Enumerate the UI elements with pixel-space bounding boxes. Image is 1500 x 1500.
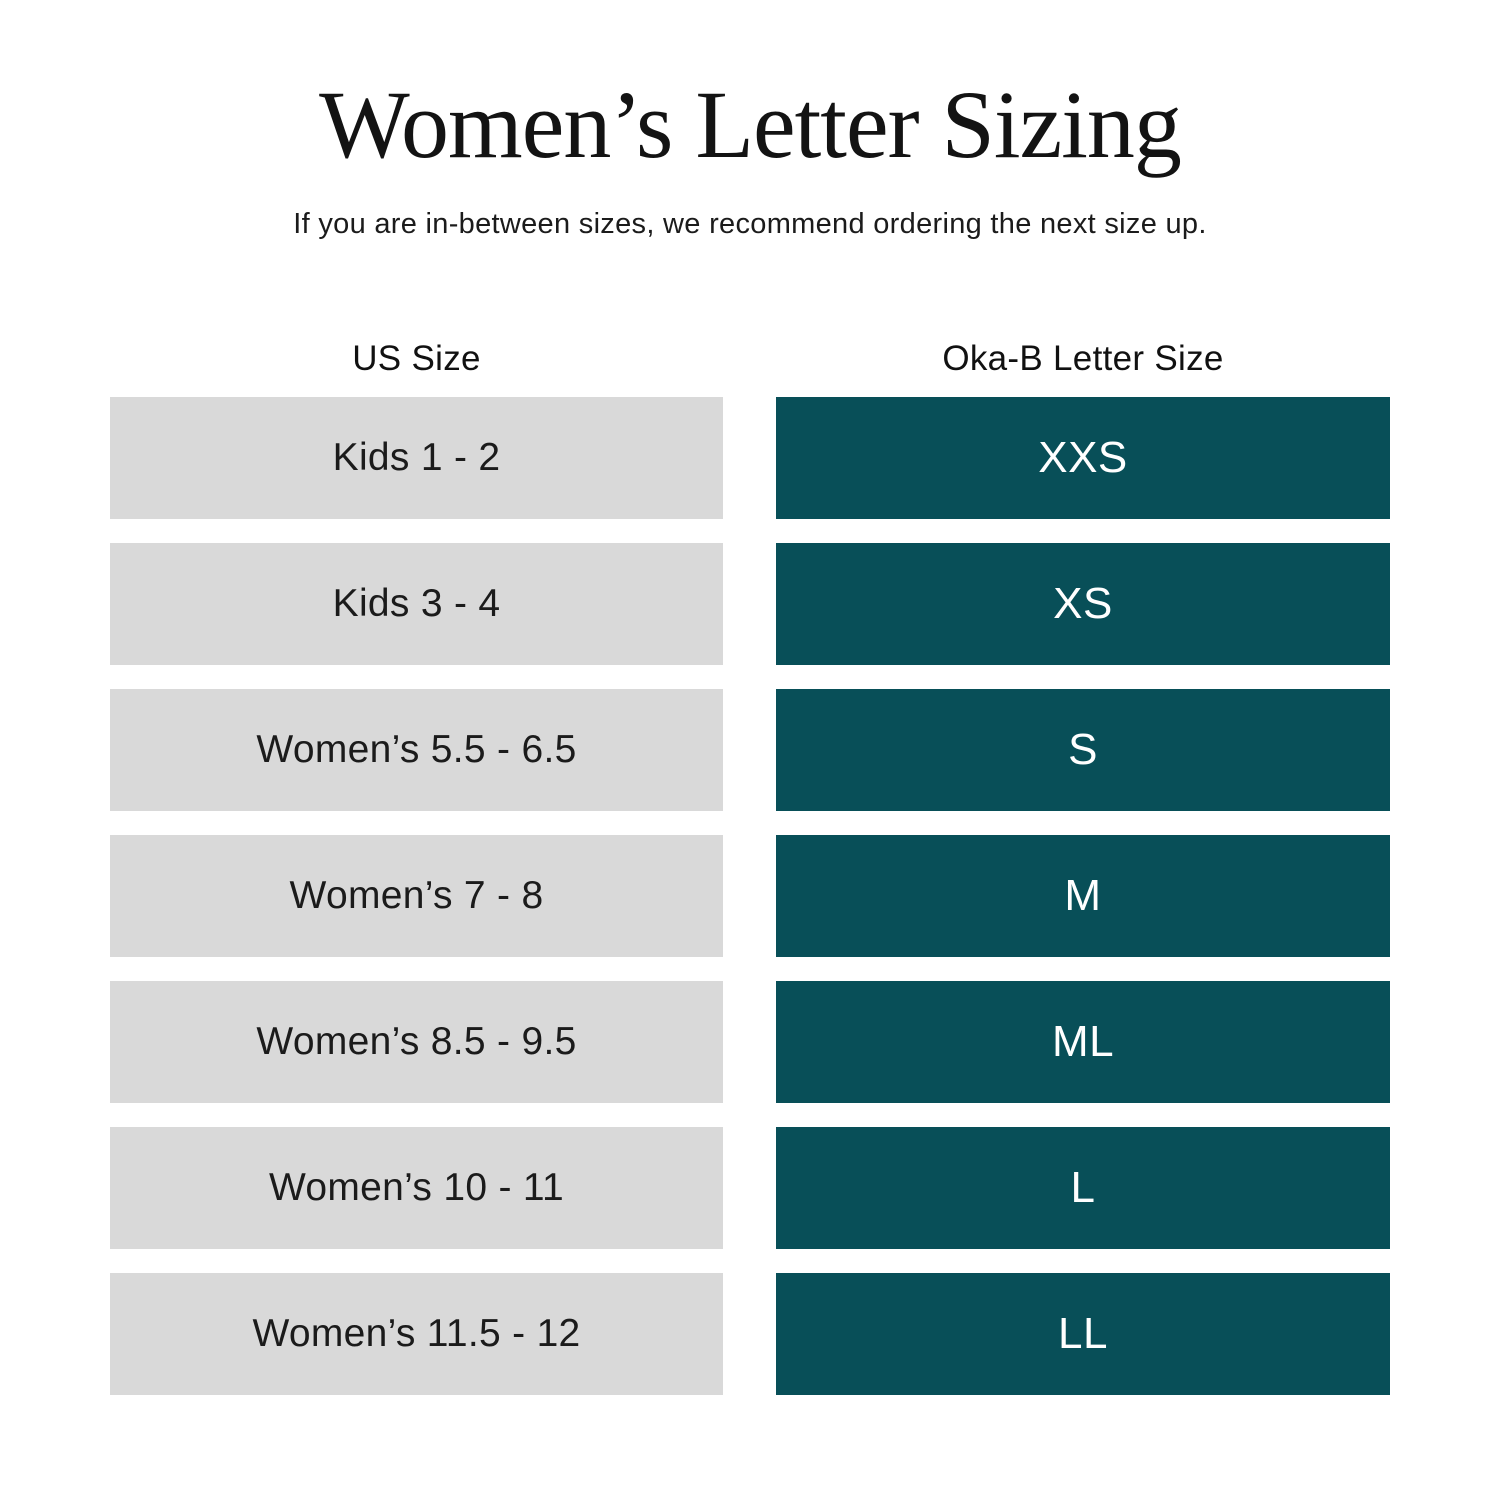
letter-size-cell: ML — [776, 981, 1390, 1104]
page-title: Women’s Letter Sizing — [319, 71, 1182, 178]
letter-size-cell: M — [776, 835, 1390, 958]
size-table: US Size Oka-B Letter Size Kids 1 - 2 XXS… — [110, 339, 1390, 1396]
us-size-cell: Women’s 7 - 8 — [110, 835, 723, 958]
letter-size-cell: S — [776, 689, 1390, 812]
column-header-letter-size: Oka-B Letter Size — [942, 339, 1224, 379]
letter-size-cell: L — [776, 1127, 1390, 1250]
us-size-cell: Women’s 10 - 11 — [110, 1127, 723, 1250]
us-size-cell: Kids 1 - 2 — [110, 397, 723, 520]
us-size-cell: Women’s 5.5 - 6.5 — [110, 689, 723, 812]
us-size-cell: Kids 3 - 4 — [110, 543, 723, 666]
size-table-grid: Kids 1 - 2 XXS Kids 3 - 4 XS Women’s 5.5… — [110, 397, 1390, 1396]
column-headers: US Size Oka-B Letter Size — [110, 339, 1390, 379]
us-size-cell: Women’s 11.5 - 12 — [110, 1273, 723, 1396]
us-size-cell: Women’s 8.5 - 9.5 — [110, 981, 723, 1104]
letter-size-cell: XXS — [776, 397, 1390, 520]
letter-size-cell: XS — [776, 543, 1390, 666]
header-block: Women’s Letter Sizing If you are in-betw… — [0, 0, 1500, 244]
column-header-us-size: US Size — [352, 339, 481, 379]
page-subtitle: If you are in-between sizes, we recommen… — [293, 207, 1207, 240]
letter-size-cell: LL — [776, 1273, 1390, 1396]
